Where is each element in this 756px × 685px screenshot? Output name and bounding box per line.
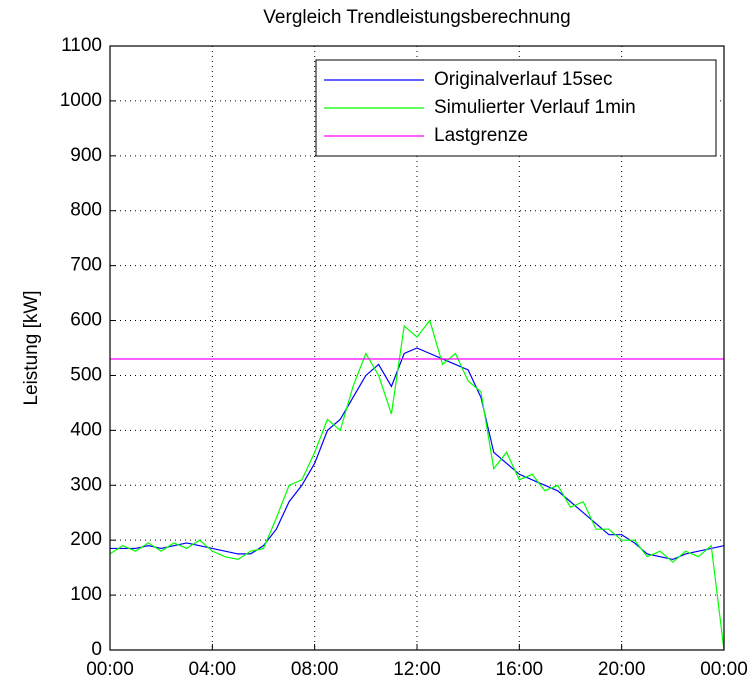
x-tick-label: 00:00 bbox=[700, 659, 748, 680]
legend-label: Lastgrenze bbox=[434, 125, 528, 146]
y-tick-label: 500 bbox=[70, 364, 102, 385]
y-axis-label: Leistung [kW] bbox=[21, 290, 42, 405]
x-tick-label: 16:00 bbox=[496, 659, 544, 680]
y-tick-label: 400 bbox=[70, 419, 102, 440]
x-tick-label: 20:00 bbox=[598, 659, 646, 680]
series-line bbox=[110, 347, 725, 561]
x-tick-label: 08:00 bbox=[291, 659, 339, 680]
legend-label: Originalverlauf 15sec bbox=[434, 69, 612, 90]
legend-label: Simulierter Verlauf 1min bbox=[434, 97, 636, 118]
y-tick-label: 1000 bbox=[60, 90, 102, 111]
x-tick-label: 00:00 bbox=[86, 659, 134, 680]
y-tick-label: 0 bbox=[91, 639, 102, 660]
y-tick-label: 100 bbox=[70, 584, 102, 605]
y-tick-label: 700 bbox=[70, 255, 102, 276]
series-line bbox=[109, 319, 725, 651]
y-tick-label: 1100 bbox=[61, 35, 102, 56]
x-tick-label: 04:00 bbox=[189, 659, 237, 680]
y-tick-label: 600 bbox=[70, 310, 102, 331]
y-tick-label: 200 bbox=[70, 529, 102, 550]
y-tick-label: 800 bbox=[70, 200, 102, 221]
chart-title: Vergleich Trendleistungsberechnung bbox=[263, 7, 570, 28]
y-tick-label: 900 bbox=[70, 145, 102, 166]
x-tick-label: 12:00 bbox=[393, 659, 441, 680]
plot-frame bbox=[109, 45, 725, 651]
y-tick-label: 300 bbox=[70, 474, 102, 495]
